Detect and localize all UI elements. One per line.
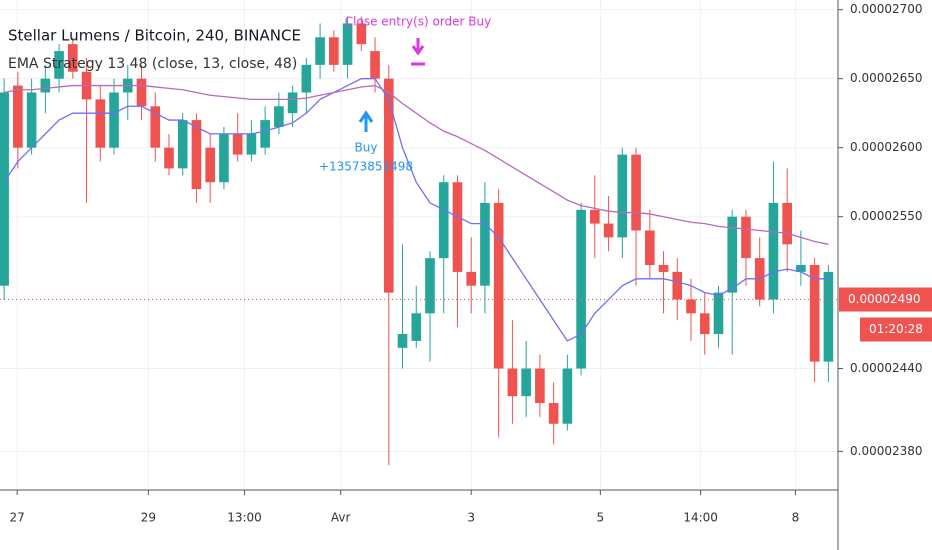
candle-body [95, 99, 106, 148]
candle-body [617, 154, 628, 238]
candle-body [109, 92, 119, 148]
candle-body [287, 92, 298, 114]
candle-body [260, 120, 270, 148]
candle-body [809, 265, 820, 362]
candle-body [699, 313, 710, 335]
candle-body [631, 154, 641, 231]
candle-body [590, 209, 600, 224]
candle-body [548, 403, 559, 424]
countdown-tag [860, 317, 932, 342]
candle-body [0, 92, 9, 286]
candle-body [315, 37, 325, 65]
plot-area [0, 16, 838, 466]
candle-body [686, 299, 696, 314]
grid [0, 0, 838, 490]
x-tick-label: 3 [467, 511, 475, 525]
x-tick-label: Avr [331, 511, 351, 525]
y-tick-label: 0.00002380 [850, 444, 923, 458]
x-tick-label: 27 [10, 511, 25, 525]
last-price-label: 0.00002490 [848, 292, 921, 306]
candle-body [576, 209, 586, 369]
y-tick-label: 0.00002550 [850, 209, 923, 223]
candle-body [768, 202, 779, 300]
buy-quantity: +13573851498 [319, 160, 413, 174]
x-tick-label: 5 [597, 511, 605, 525]
candle-body [644, 230, 655, 266]
close-arrow [411, 38, 425, 66]
chart-title: Stellar Lumens / Bitcoin, 240, BINANCE [8, 27, 301, 45]
countdown-label: 01:20:28 [869, 322, 923, 336]
candle-body [466, 271, 477, 286]
candle-body [383, 78, 394, 293]
candle-body [603, 223, 614, 238]
candle-body [274, 106, 284, 127]
candle-body [727, 216, 738, 293]
candle-body [782, 202, 792, 245]
candle-body [452, 182, 463, 272]
buy-annotation: Buy [355, 141, 378, 155]
y-tick-label: 0.00002440 [850, 361, 923, 375]
close-annotation: Close entry(s) order Buy [345, 15, 491, 29]
x-tick-label: 8 [792, 511, 800, 525]
candle-body [356, 23, 367, 45]
candle-body [823, 271, 834, 362]
candle-body [521, 368, 531, 397]
candle-body [562, 368, 573, 424]
buy-arrow [358, 110, 374, 132]
candle-body [205, 147, 215, 183]
candle-body [177, 120, 188, 169]
ema-line [3, 78, 829, 342]
x-tick-label: 13:00 [227, 511, 262, 525]
candle-body [370, 51, 380, 79]
candle-body [150, 106, 161, 148]
candle-body [342, 23, 353, 65]
candle-body [438, 182, 449, 259]
x-tick-label: 29 [141, 511, 156, 525]
candle-body [507, 368, 518, 397]
ema-line [3, 84, 829, 245]
candle-body [741, 216, 751, 259]
y-tick-label: 0.00002650 [850, 71, 923, 85]
candle-body [480, 202, 490, 286]
x-tick-label: 14:00 [683, 511, 718, 525]
candle-body [232, 133, 243, 155]
candle-body [493, 202, 504, 369]
last-price-tag [839, 287, 932, 312]
candle-body [136, 78, 147, 107]
candle-body [397, 334, 408, 348]
candle-body [246, 133, 257, 155]
candle-body [658, 265, 669, 272]
candle-body [411, 313, 422, 341]
candle-body [68, 44, 78, 72]
candle-body [672, 271, 683, 300]
candle-body [54, 51, 64, 79]
candle-body [425, 258, 435, 314]
candle-body [796, 265, 806, 272]
y-tick-label: 0.00002600 [850, 140, 923, 154]
candle-body [301, 64, 312, 93]
candle-body [26, 92, 37, 148]
candle-body [191, 120, 202, 190]
candle-body [713, 292, 724, 335]
indicator-label: EMA Strategy 13 48 (close, 13, close, 48… [8, 56, 297, 72]
price-axis: 0.00002700 0.00002650 0.00002600 0.00002550… [10, 2, 932, 525]
candle-body [219, 133, 229, 183]
candle-body [535, 368, 545, 404]
candle-body [40, 78, 51, 93]
y-tick-label: 0.00002700 [850, 2, 923, 16]
candle-body [164, 147, 174, 169]
candle-body [13, 85, 23, 148]
candle-body [329, 37, 339, 65]
